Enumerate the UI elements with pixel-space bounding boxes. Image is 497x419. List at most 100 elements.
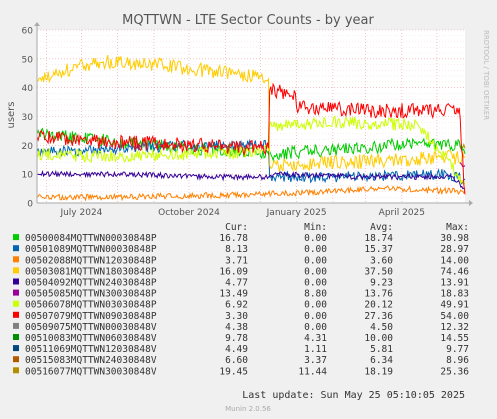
series-line-00516077MQTTWN30030848V (462, 142, 466, 149)
legend-value-cur: 16.09 (219, 266, 248, 277)
series-line-00502088MQTTWN12030848P (36, 185, 466, 202)
chart-title: MQTTWN - LTE Sector Counts - by year (122, 13, 374, 28)
legend-value-max: 12.32 (440, 322, 469, 333)
legend-series-name: 00505085MQTTWN30030848P (25, 289, 157, 300)
legend-value-max: 49.91 (440, 300, 469, 311)
legend-series-name: 00502088MQTTWN12030848P (25, 255, 157, 266)
legend-value-cur: 9.78 (225, 333, 248, 344)
legend-swatch (13, 256, 19, 263)
legend-value-cur: 6.60 (225, 355, 248, 366)
series-line-00506078MQTTWN03030848P (36, 115, 466, 186)
legend-value-max: 8.96 (446, 355, 469, 366)
legend-swatch (13, 245, 19, 252)
y-tick-label: 40 (22, 84, 34, 94)
y-tick-label: 50 (22, 55, 34, 65)
legend-value-cur: 3.71 (225, 255, 248, 266)
legend-value-cur: 16.78 (219, 233, 248, 244)
legend-value-cur: 4.77 (225, 278, 248, 289)
series-line-00501089MQTTWN00030848P (36, 138, 466, 185)
legend-series-name: 00510083MQTTWN06030848V (25, 333, 157, 344)
legend-value-avg: 9.23 (370, 278, 393, 289)
series-line-00500084MQTTWN00030848P (36, 127, 466, 162)
series-line-00504092MQTTWN24030848P (36, 169, 466, 190)
legend-value-cur: 6.92 (225, 300, 248, 311)
legend-value-min: 0.00 (304, 322, 327, 333)
legend-value-avg: 3.60 (370, 255, 393, 266)
legend-series-name: 00515083MQTTWN24030848V (25, 355, 157, 366)
legend-value-max: 14.00 (440, 255, 469, 266)
legend-value-cur: 8.13 (225, 244, 248, 255)
legend-value-max: 13.91 (440, 278, 469, 289)
x-tick-label: July 2024 (59, 208, 102, 218)
watermark: RRDTOOL / TOBI OETIKER (482, 30, 490, 120)
legend-value-min: 0.00 (304, 300, 327, 311)
legend-value-min: 0.00 (304, 311, 327, 322)
generator-label: Munin 2.0.56 (225, 405, 271, 413)
legend-series-name: 00507079MQTTWN09030848P (25, 311, 157, 322)
legend-value-min: 0.00 (304, 266, 327, 277)
legend-value-avg: 13.76 (364, 289, 393, 300)
legend-value-min: 3.37 (304, 355, 327, 366)
legend-value-avg: 27.36 (364, 311, 393, 322)
series-line-00507079MQTTWN09030848P (36, 82, 466, 195)
legend-series-name: 00511069MQTTWN12030848V (25, 344, 157, 355)
legend-value-max: 25.36 (440, 366, 469, 377)
legend-value-cur: 3.30 (225, 311, 248, 322)
legend-value-avg: 10.00 (364, 333, 393, 344)
legend-swatch (13, 289, 19, 296)
y-axis-label: users (6, 101, 17, 128)
legend-series-name: 00506078MQTTWN03030848P (25, 300, 157, 311)
x-axis-arrow (469, 200, 473, 206)
y-axis-arrow (34, 22, 40, 26)
legend-value-avg: 18.19 (364, 366, 393, 377)
y-tick-label: 20 (22, 142, 34, 152)
legend-series-name: 00509075MQTTWN00030848V (25, 322, 157, 333)
legend-swatch (13, 345, 19, 352)
legend-value-min: 1.11 (304, 344, 327, 355)
legend-value-avg: 18.74 (364, 233, 393, 244)
legend-value-max: 28.97 (440, 244, 469, 255)
legend-value-max: 9.77 (446, 344, 469, 355)
legend-header-avg: Avg: (370, 222, 393, 233)
legend-value-min: 4.31 (304, 333, 327, 344)
y-tick-label: 30 (22, 113, 34, 123)
x-tick-label: October 2024 (158, 208, 220, 218)
series-lines (36, 54, 466, 202)
legend-swatch (13, 267, 19, 274)
legend-value-max: 14.55 (440, 333, 469, 344)
x-tick-label: April 2025 (379, 208, 425, 218)
axes: 0 10 20 30 40 50 60 July 2024 October 2024 Januar… (22, 22, 473, 218)
legend-value-min: 11.44 (298, 366, 327, 377)
legend-series-name: 00516077MQTTWN30030848V (25, 366, 157, 377)
legend-swatch (13, 311, 19, 318)
legend-swatch (13, 334, 19, 340)
x-tick-label: January 2025 (266, 208, 327, 218)
legend-header-max: Max: (446, 222, 469, 233)
y-tick-label: 10 (22, 171, 34, 181)
legend-swatch (13, 300, 19, 307)
legend-value-min: 0.00 (304, 244, 327, 255)
last-update: Last update: Sun May 25 05:10:05 2025 (242, 390, 465, 401)
series-line-00503081MQTTWN18030848P (36, 54, 466, 172)
legend-value-avg: 6.34 (370, 355, 393, 366)
legend-value-cur: 4.49 (225, 344, 248, 355)
legend-value-avg: 5.81 (370, 344, 393, 355)
y-tick-label: 60 (22, 27, 34, 37)
legend-swatch (13, 322, 19, 329)
legend-value-max: 30.98 (440, 233, 469, 244)
legend-value-cur: 19.45 (219, 366, 248, 377)
legend-value-avg: 20.12 (364, 300, 393, 311)
legend-series-name: 00504092MQTTWN24030848P (25, 278, 157, 289)
legend-value-max: 54.00 (440, 311, 469, 322)
legend-value-min: 0.00 (304, 278, 327, 289)
legend-value-cur: 4.38 (225, 322, 248, 333)
legend-series-name: 00501089MQTTWN00030848P (25, 244, 157, 255)
legend-value-avg: 4.50 (370, 322, 393, 333)
legend-value-avg: 37.50 (364, 266, 393, 277)
legend-swatch (13, 356, 19, 363)
legend-value-min: 0.00 (304, 255, 327, 266)
y-tick-label: 0 (27, 200, 33, 210)
legend-series-name: 00500084MQTTWN00030848P (25, 233, 157, 244)
legend-value-min: 0.00 (304, 233, 327, 244)
